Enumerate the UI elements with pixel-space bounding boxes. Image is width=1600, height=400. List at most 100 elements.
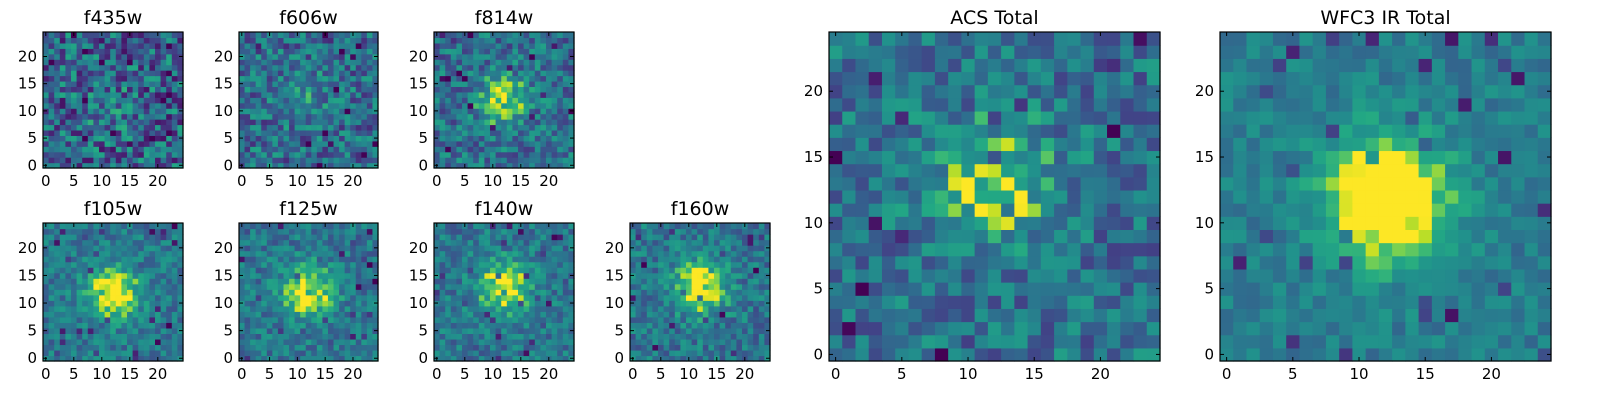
heatmap-cell bbox=[48, 53, 55, 60]
heatmap-cell bbox=[289, 91, 296, 98]
plot-frame bbox=[238, 31, 379, 169]
heatmap-cell bbox=[82, 91, 89, 98]
heatmap-cell bbox=[473, 32, 480, 39]
heatmap-cell bbox=[289, 97, 296, 104]
heatmap-cell bbox=[495, 70, 502, 77]
heatmap-cell bbox=[127, 151, 134, 158]
heatmap-cell bbox=[1107, 242, 1121, 257]
heatmap-cell bbox=[283, 289, 290, 296]
heatmap-cell bbox=[934, 268, 949, 283]
heatmap-cell bbox=[177, 157, 184, 164]
heatmap-cell bbox=[523, 124, 530, 131]
heatmap-cell bbox=[652, 349, 659, 357]
heatmap-cell bbox=[87, 42, 94, 49]
heatmap-cell bbox=[523, 146, 530, 153]
heatmap-cell bbox=[534, 355, 541, 362]
heatmap-cell bbox=[160, 256, 167, 263]
heatmap-cell bbox=[76, 91, 83, 98]
heatmap-cell bbox=[99, 146, 106, 153]
heatmap-cell bbox=[450, 278, 457, 285]
heatmap-cell bbox=[322, 344, 329, 351]
heatmap-cell bbox=[501, 250, 508, 257]
y-tick-label: 10 bbox=[214, 102, 233, 120]
heatmap-cell bbox=[311, 70, 318, 77]
heatmap-cell bbox=[881, 347, 896, 362]
heatmap-cell bbox=[686, 261, 693, 268]
heatmap-cell bbox=[294, 80, 301, 87]
heatmap-cell bbox=[322, 349, 329, 357]
heatmap-cell bbox=[697, 349, 704, 357]
heatmap-cell bbox=[82, 129, 89, 136]
heatmap-cell bbox=[121, 355, 128, 362]
heatmap-cell bbox=[366, 278, 374, 285]
heatmap-cell bbox=[725, 250, 732, 257]
heatmap-cell bbox=[350, 37, 357, 44]
heatmap-cell bbox=[171, 239, 178, 246]
heatmap-cell bbox=[557, 311, 564, 318]
heatmap-cell bbox=[250, 37, 257, 44]
heatmap-cell bbox=[630, 338, 637, 346]
heatmap-cell bbox=[171, 305, 178, 312]
heatmap-cell bbox=[366, 316, 374, 323]
heatmap-cell bbox=[551, 162, 558, 169]
heatmap-cell bbox=[132, 344, 139, 351]
heatmap-cell bbox=[512, 135, 519, 142]
heatmap-cell bbox=[294, 102, 301, 109]
heatmap-cell bbox=[82, 113, 89, 120]
heatmap-cell bbox=[127, 119, 134, 126]
heatmap-cell bbox=[490, 283, 497, 290]
heatmap-cell bbox=[934, 334, 949, 349]
heatmap-cell bbox=[311, 59, 318, 66]
heatmap-cell bbox=[568, 250, 575, 257]
heatmap-cell bbox=[115, 59, 122, 66]
heatmap-cell bbox=[171, 333, 178, 340]
heatmap-cell bbox=[484, 32, 491, 39]
heatmap-cell bbox=[266, 256, 273, 263]
heatmap-cell bbox=[366, 91, 374, 98]
heatmap-cell bbox=[652, 223, 659, 230]
heatmap-cell bbox=[43, 267, 50, 274]
heatmap-cell bbox=[506, 289, 513, 296]
heatmap-cell bbox=[104, 300, 111, 307]
heatmap-cell bbox=[742, 278, 749, 285]
heatmap-cell bbox=[868, 176, 883, 191]
heatmap-cell bbox=[255, 113, 262, 120]
heatmap-cell bbox=[121, 146, 128, 153]
heatmap-cell bbox=[1133, 308, 1148, 323]
heatmap-cell bbox=[714, 344, 721, 351]
heatmap-cell bbox=[921, 308, 936, 323]
heatmap-cell bbox=[59, 102, 66, 109]
heatmap-cell bbox=[456, 129, 463, 136]
heatmap-cell bbox=[48, 102, 55, 109]
heatmap-cell bbox=[143, 151, 150, 158]
heatmap-cell bbox=[895, 176, 910, 191]
heatmap-cell bbox=[434, 311, 441, 318]
heatmap-cell bbox=[65, 305, 72, 312]
heatmap-cell bbox=[635, 344, 642, 351]
heatmap-cell bbox=[87, 129, 94, 136]
heatmap-cell bbox=[658, 250, 665, 257]
heatmap-cell bbox=[546, 64, 553, 71]
heatmap-cell bbox=[99, 250, 106, 257]
heatmap-cell bbox=[266, 234, 273, 241]
heatmap-cell bbox=[244, 80, 251, 87]
heatmap-cell bbox=[473, 355, 480, 362]
heatmap-cell bbox=[450, 86, 457, 93]
heatmap-cell bbox=[121, 124, 128, 131]
heatmap-cell bbox=[283, 108, 290, 115]
heatmap-cell bbox=[132, 32, 139, 39]
heatmap-cell bbox=[730, 250, 737, 257]
y-tick-label: 10 bbox=[18, 294, 37, 312]
heatmap-cell bbox=[523, 344, 530, 351]
heatmap-cell bbox=[255, 32, 262, 39]
heatmap-cell bbox=[495, 129, 502, 136]
heatmap-cell bbox=[456, 140, 463, 147]
heatmap-cell bbox=[551, 53, 558, 60]
heatmap-cell bbox=[523, 311, 530, 318]
heatmap-cell bbox=[54, 272, 61, 279]
heatmap-cell bbox=[250, 316, 257, 323]
heatmap-cell bbox=[305, 91, 312, 98]
heatmap-cell bbox=[333, 322, 340, 329]
heatmap-cell bbox=[523, 64, 530, 71]
heatmap-cell bbox=[155, 228, 162, 235]
